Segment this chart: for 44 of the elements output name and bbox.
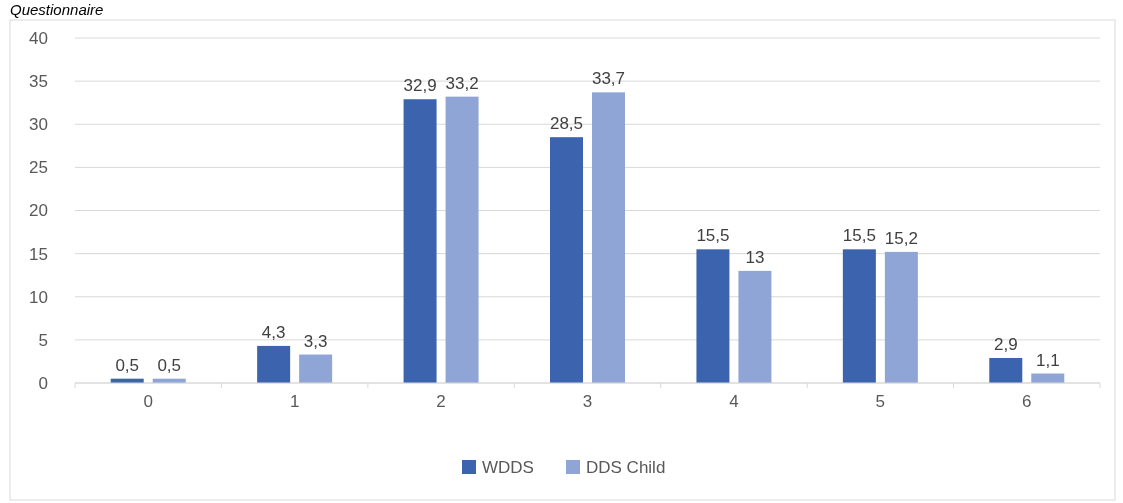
x-tick-label: 6: [1022, 392, 1032, 411]
bar: [257, 345, 291, 383]
data-label: 3,3: [303, 331, 328, 351]
data-label: 15,5: [842, 226, 876, 246]
bar: [592, 92, 625, 383]
data-label: 28,5: [549, 114, 584, 134]
x-tick-label: 0: [143, 392, 153, 411]
bar: [445, 96, 479, 383]
x-tick-label: 4: [729, 392, 739, 411]
x-tick-label: 2: [436, 392, 446, 411]
legend-label: DDS Child: [586, 457, 666, 477]
data-label: 15,5: [696, 226, 730, 246]
data-label: 0,5: [115, 355, 140, 375]
y-tick-label: 20: [29, 201, 48, 221]
chart-title: Questionnaire: [10, 1, 104, 18]
x-tick-label: 3: [582, 392, 593, 411]
bar: [403, 99, 437, 383]
bar: [550, 137, 583, 383]
data-label: 33,2: [445, 73, 479, 93]
data-label: 13: [745, 247, 765, 267]
bar: [989, 357, 1023, 383]
data-label: 32,9: [403, 76, 437, 96]
data-label: 0,5: [157, 355, 182, 375]
y-tick-label: 15: [29, 244, 48, 264]
data-label: 15,2: [884, 228, 918, 248]
y-tick-label: 25: [29, 158, 48, 178]
x-tick-label: 5: [875, 392, 886, 411]
x-tick-label: 1: [289, 392, 300, 411]
data-label: 1,1: [1035, 350, 1060, 370]
y-tick-label: 0: [38, 373, 48, 393]
y-tick-label: 5: [38, 330, 48, 350]
bar: [299, 354, 333, 383]
bar: [696, 249, 730, 383]
legend-label: WDDS: [482, 457, 534, 477]
y-tick-label: 30: [29, 115, 48, 135]
y-tick-label: 10: [29, 287, 48, 307]
y-tick-label: 40: [29, 28, 48, 48]
y-tick-label: 35: [29, 72, 48, 92]
data-label: 33,7: [591, 69, 626, 89]
bar: [842, 249, 876, 383]
bar: [738, 270, 772, 383]
data-label: 4,3: [261, 322, 286, 342]
data-label: 2,9: [993, 334, 1018, 354]
bar: [884, 251, 918, 383]
